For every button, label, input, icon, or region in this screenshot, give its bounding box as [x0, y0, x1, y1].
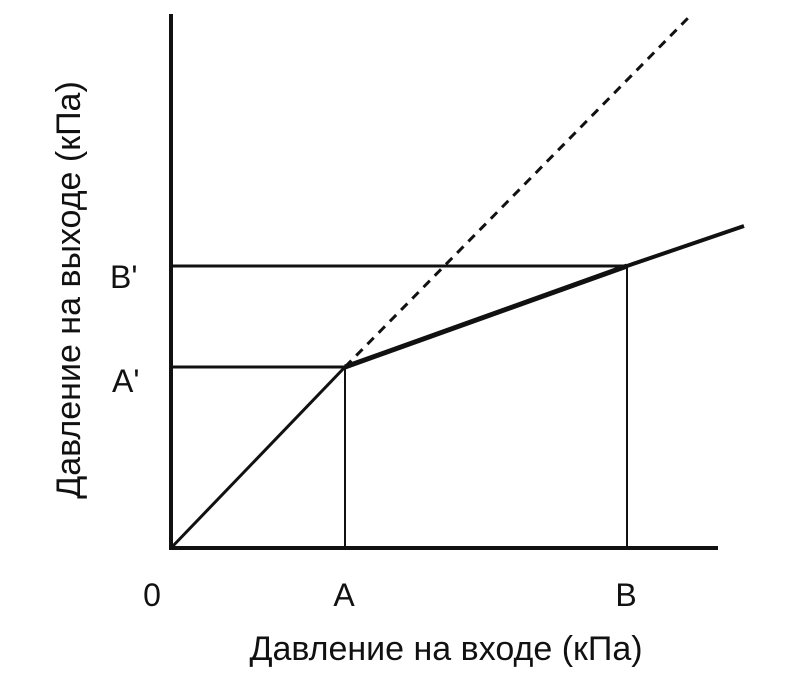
y-tick-label-b-prime: B' [110, 259, 137, 295]
y-axis-label: Давление на выходе (кПа) [50, 81, 88, 499]
x-tick-label-a: A [333, 577, 355, 613]
dashed-series-line [343, 14, 692, 369]
y-tick-label-a-prime: A' [112, 363, 139, 399]
solid-segment-after-b [626, 224, 745, 268]
x-axis-label: Давление на входе (кПа) [249, 630, 642, 668]
solid-segment-a-b [344, 263, 628, 370]
x-tick-label-b: B [615, 577, 636, 613]
x-tick-label-0: 0 [143, 577, 161, 613]
solid-segment-origin-a [169, 365, 347, 550]
